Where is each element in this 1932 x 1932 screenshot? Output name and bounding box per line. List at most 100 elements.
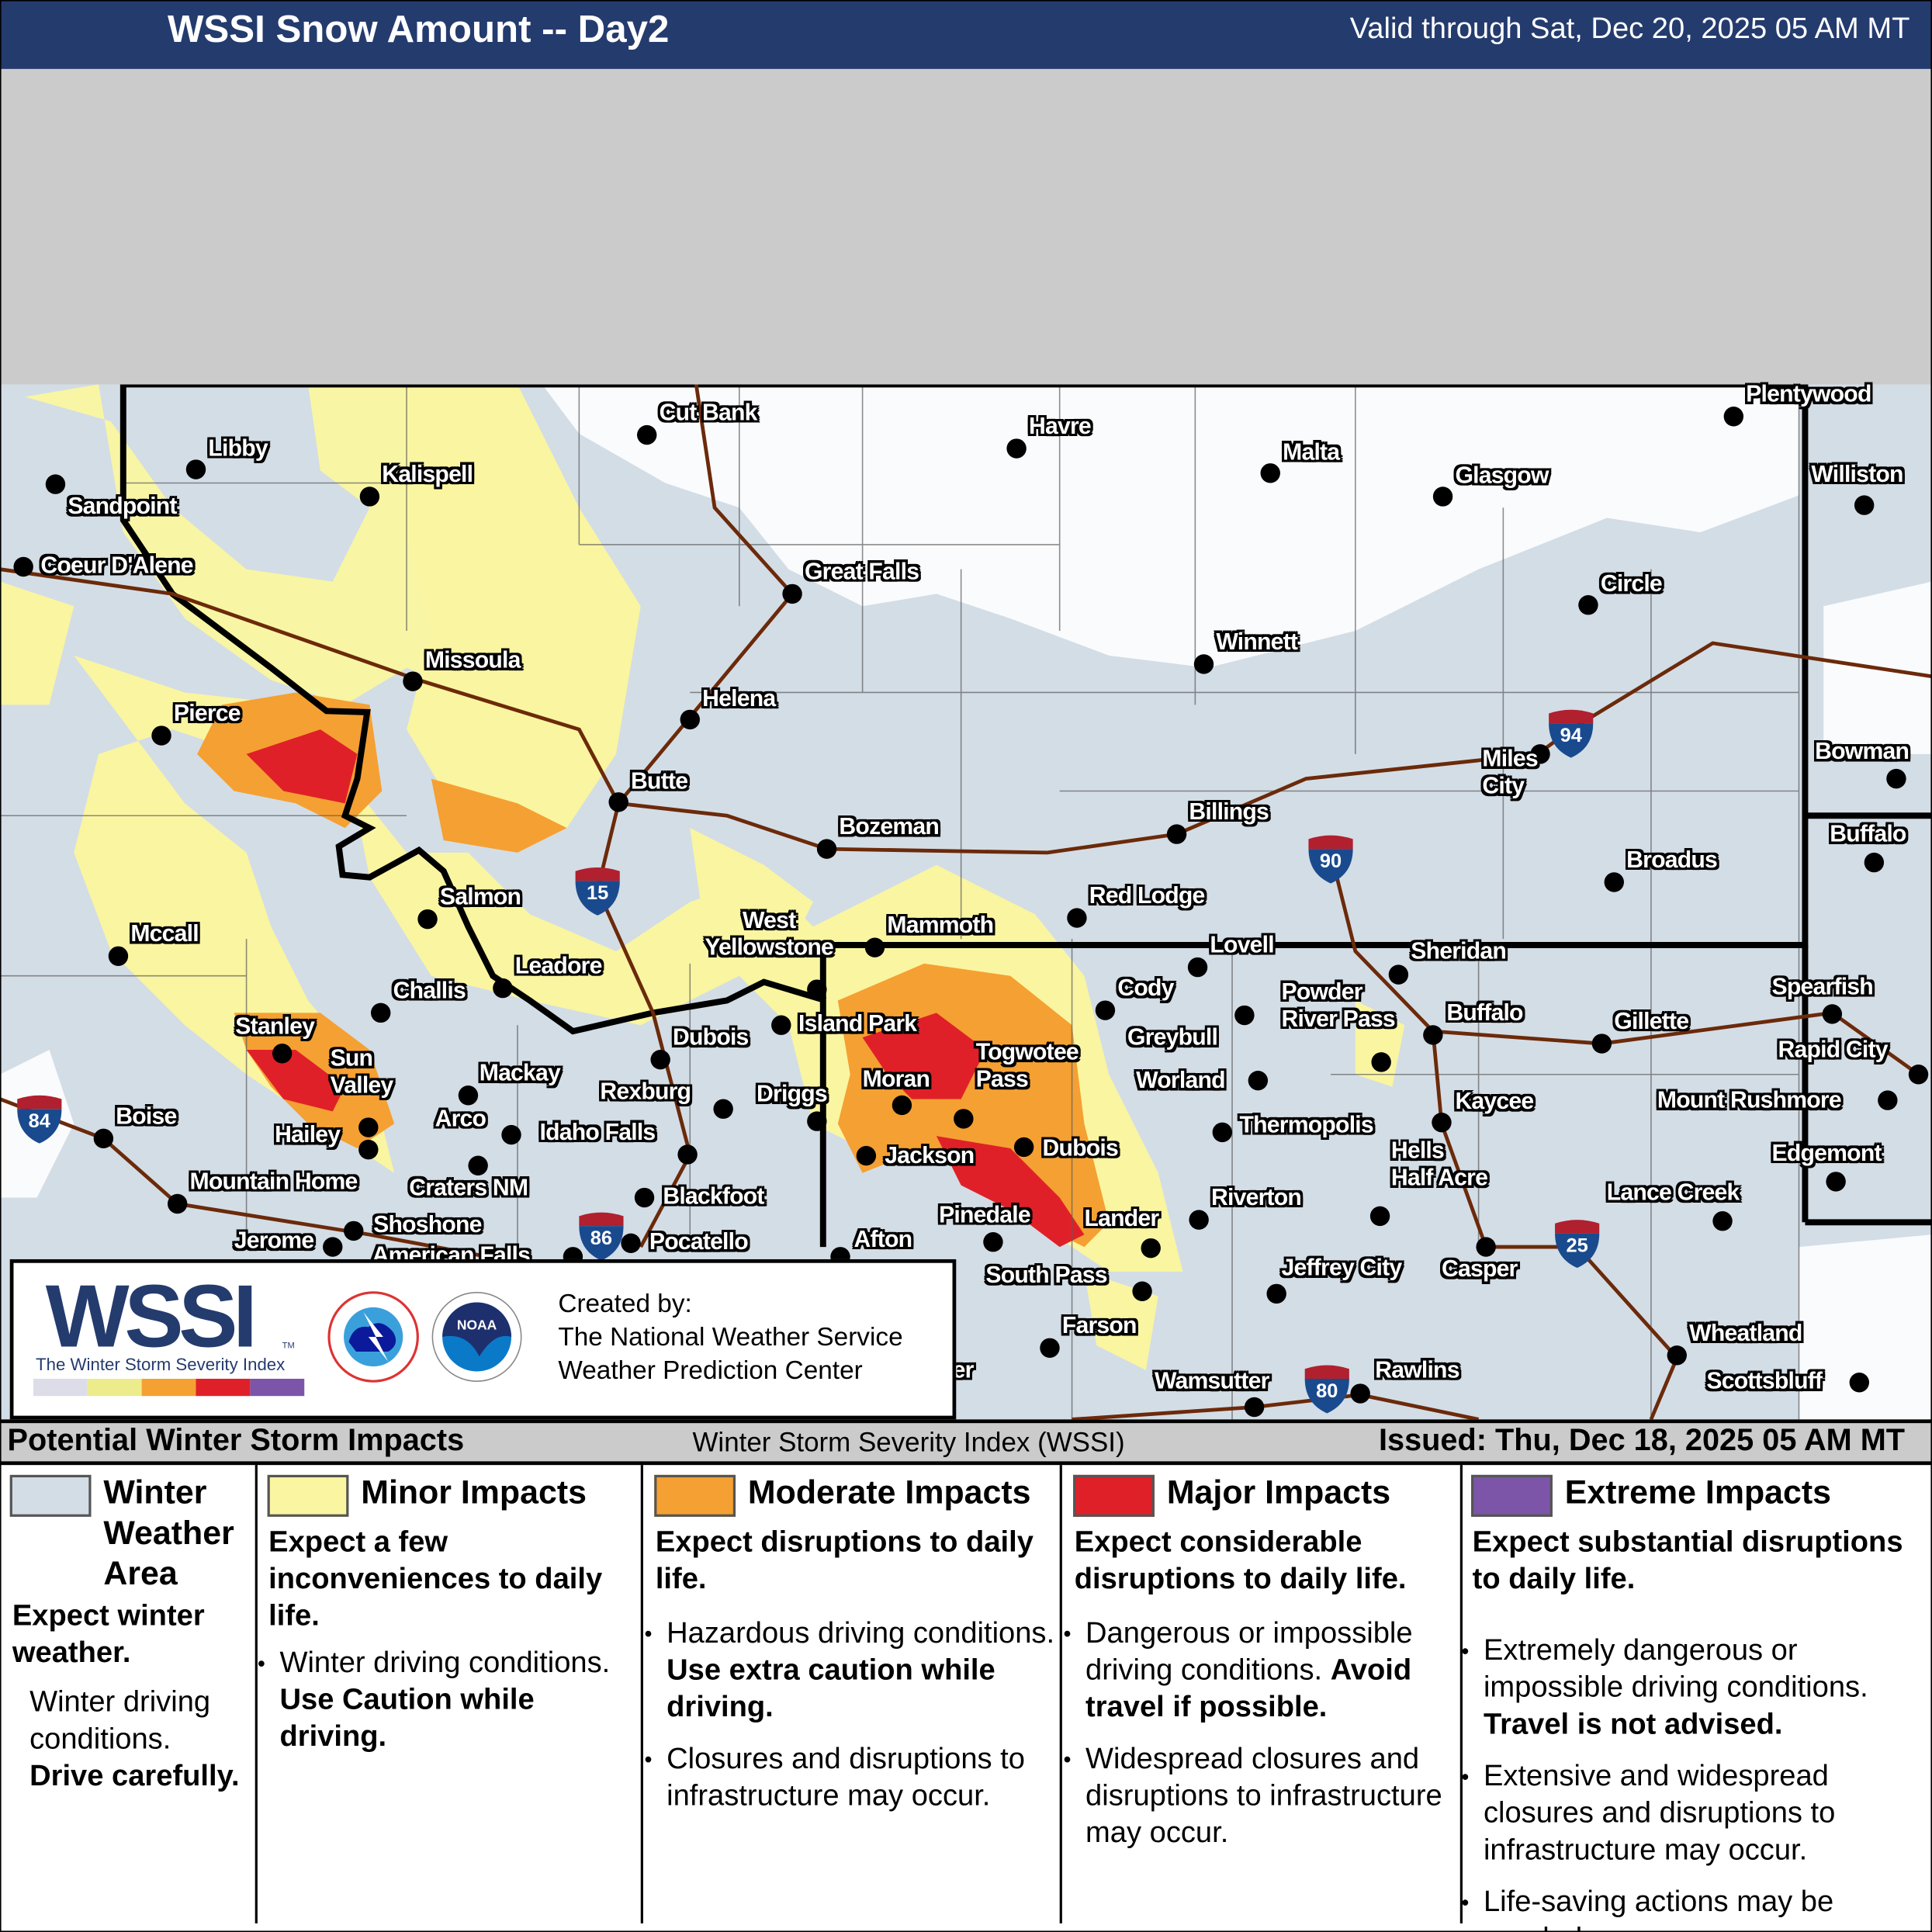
city-label: Kaycee — [1455, 1089, 1534, 1116]
city-marker — [1712, 1211, 1733, 1231]
city-marker — [1260, 463, 1280, 483]
city-label: Thermopolis — [1239, 1112, 1374, 1139]
city-marker — [45, 474, 66, 494]
legend-bullet: Extremely dangerous or impossible drivin… — [1461, 1633, 1915, 1743]
city-label: Riverton — [1211, 1185, 1302, 1212]
city-label: Powder River Pass — [1281, 979, 1396, 1033]
city-marker — [1006, 438, 1027, 459]
legend-bullet: Closures and disruptions to infrastructu… — [645, 1741, 1055, 1815]
map-layers — [0, 381, 1932, 1421]
no-data-area — [0, 68, 1932, 385]
city-label: Jeffrey City — [1281, 1255, 1403, 1282]
city-label: Sun Valley — [330, 1046, 394, 1099]
legend-expectation: Expect substantial disruptions to daily … — [1472, 1525, 1903, 1596]
city-label: Idaho Falls — [539, 1120, 656, 1146]
legend-swatch — [9, 1474, 92, 1517]
major-impact-areas — [246, 729, 1085, 1248]
city-marker — [13, 556, 33, 577]
interstate-shield-icon: 94 — [1546, 708, 1596, 758]
credit-org-nws: The National Weather Service — [558, 1323, 903, 1352]
interstate-shield-icon: 25 — [1553, 1219, 1602, 1269]
city-label: Cut Bank — [659, 400, 758, 427]
city-label: Missoula — [424, 648, 521, 674]
legend-divider — [1059, 1465, 1062, 1923]
city-label: Farson — [1061, 1313, 1137, 1340]
city-label: Leadore — [514, 954, 603, 980]
issued-time: Issued: Thu, Dec 18, 2025 05 AM MT — [1378, 1423, 1906, 1458]
city-marker — [1864, 852, 1885, 873]
nws-seal-icon — [327, 1291, 419, 1383]
city-marker — [650, 1049, 670, 1070]
city-marker — [1849, 1373, 1870, 1393]
city-marker — [1234, 1005, 1255, 1026]
city-marker — [358, 1139, 379, 1160]
interstate-shield-icon: 84 — [15, 1094, 64, 1144]
city-marker — [1476, 1237, 1496, 1257]
valid-time: Valid through Sat, Dec 20, 2025 05 AM MT — [1349, 12, 1910, 46]
city-marker — [403, 671, 423, 691]
city-marker — [1369, 1206, 1390, 1227]
noaa-seal-icon: NOAA — [431, 1292, 522, 1382]
city-marker — [771, 1015, 791, 1035]
interstate-shield-icon: 90 — [1306, 834, 1356, 884]
credits-text: Created by: The National Weather Service… — [558, 1287, 902, 1387]
city-label: Mountain Home — [189, 1169, 358, 1196]
city-marker — [370, 1002, 391, 1023]
created-by-label: Created by: — [558, 1290, 692, 1319]
legend-swatch — [1471, 1474, 1553, 1517]
city-marker — [1878, 1090, 1898, 1110]
city-label: Wamsutter — [1154, 1369, 1269, 1395]
city-marker — [954, 1109, 974, 1129]
city-label: Challis — [393, 978, 466, 1005]
city-marker — [1604, 872, 1624, 892]
city-marker — [501, 1124, 521, 1145]
legend-bullets: Winter driving conditions. Drive careful… — [10, 1684, 251, 1810]
city-label: Bowman — [1815, 739, 1909, 766]
legend-swatch — [1073, 1474, 1155, 1517]
legend-major-impacts: Major Impacts Expect considerable disrupt… — [1063, 1465, 1461, 1927]
header-bar: WSSI Snow Amount -- Day2 Valid through S… — [0, 0, 1932, 69]
interstate-shield-icon: 86 — [576, 1211, 626, 1261]
interstate-shield-icon: 80 — [1303, 1364, 1352, 1414]
city-label: Dubois — [673, 1025, 749, 1051]
city-marker — [1187, 957, 1208, 978]
city-label: Mammoth — [887, 912, 994, 940]
legend-category-name: Winter Weather Area — [103, 1473, 234, 1592]
city-marker — [1189, 1210, 1209, 1230]
city-label: Lance Creek — [1606, 1180, 1740, 1207]
city-label: Dubois — [1042, 1136, 1118, 1162]
legend-bullet: Extensive and widespread closures and di… — [1461, 1758, 1915, 1869]
legend-bullets: Dangerous or impossible driving conditio… — [1063, 1615, 1449, 1867]
city-marker — [1432, 1112, 1452, 1133]
city-label: Butte — [631, 768, 688, 795]
city-marker — [1067, 908, 1087, 928]
legend-bullet: Life-saving actions may be needed. — [1461, 1884, 1915, 1932]
legend-bullet: Winter driving conditions. Drive careful… — [29, 1685, 240, 1793]
legend-bullet: Dangerous or impossible driving conditio… — [1063, 1615, 1449, 1726]
city-marker — [1350, 1383, 1370, 1404]
city-marker — [272, 1044, 293, 1064]
state-borders — [119, 381, 1932, 1248]
city-label: Great Falls — [804, 559, 919, 586]
city-marker — [892, 1095, 912, 1116]
city-marker — [417, 909, 438, 930]
city-label: Circle — [1600, 571, 1663, 598]
city-marker — [93, 1128, 114, 1149]
city-marker — [358, 1117, 379, 1137]
city-label: Arco — [435, 1106, 486, 1133]
city-marker — [1886, 768, 1906, 789]
interstate-shield-icon: 15 — [573, 866, 622, 916]
city-label: Plentywood — [1746, 382, 1871, 408]
city-label: Togwotee Pass — [975, 1040, 1079, 1093]
credits-box: WSSI TM The Winter Storm Severity Index … — [9, 1259, 957, 1420]
city-label: Edgemont — [1771, 1141, 1882, 1167]
legend-winter-weather-area: Winter Weather Area Expect winter weather… — [9, 1465, 257, 1927]
color-swatch — [141, 1378, 196, 1397]
legend-expectation: Expect disruptions to daily life. — [655, 1525, 1034, 1596]
city-label: West Yellowstone — [705, 908, 833, 961]
color-swatch — [87, 1378, 142, 1397]
legend-index-name: Winter Storm Severity Index (WSSI) — [692, 1426, 1125, 1458]
city-marker — [621, 1233, 641, 1254]
city-marker — [816, 839, 837, 859]
city-label: South Pass — [985, 1262, 1107, 1290]
